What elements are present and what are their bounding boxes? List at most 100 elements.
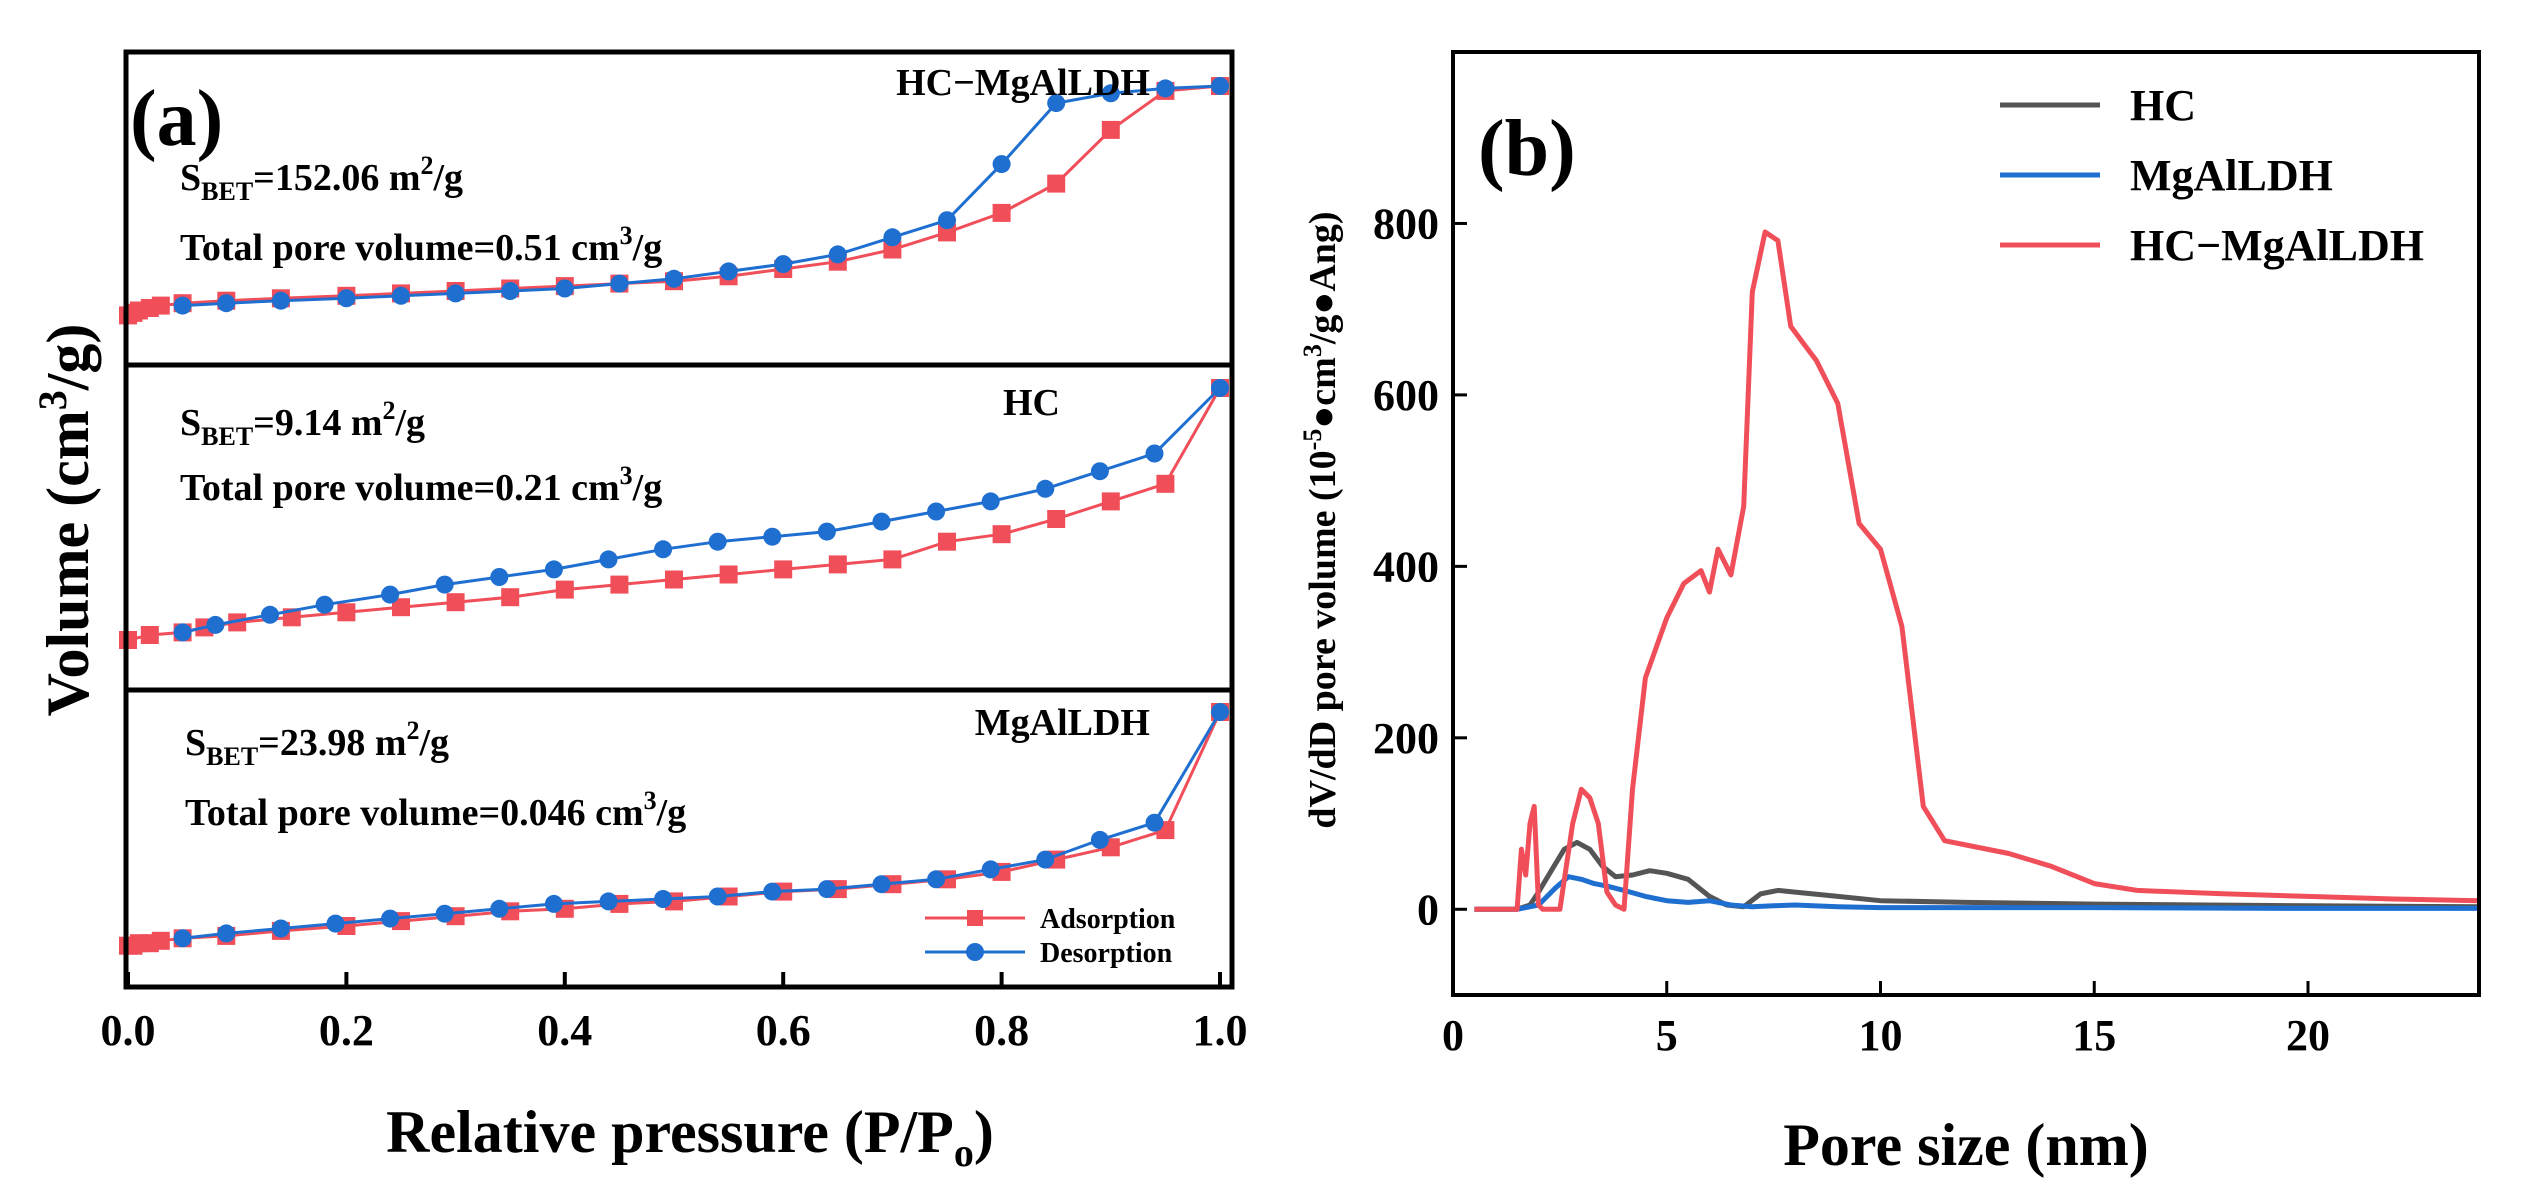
hc-mgalldh-adsorption-point: [992, 203, 1011, 222]
mgalldh-desorption-point: [1145, 813, 1164, 832]
legend-adsorption-label: Adsorption: [1040, 904, 1176, 935]
hc-desorption-point: [490, 568, 509, 586]
hc-desorption-point: [708, 532, 727, 551]
hc-desorption-point: [872, 512, 891, 531]
hc-adsorption-point: [140, 626, 159, 644]
pore-annotation-hc: Total pore volume=0.21 cm3/g: [180, 461, 662, 509]
hc-desorption-point: [381, 585, 400, 604]
panel-a-x-tick-label: 1.0: [1193, 1006, 1248, 1055]
hc-mgalldh-adsorption-point: [1047, 174, 1066, 193]
hc-adsorption-point: [883, 550, 902, 569]
panel-b-plots: [1474, 229, 2480, 912]
mgalldh-desorption-point: [271, 919, 290, 938]
panel-b-y-axis-label: dV/dD pore volume (10-5●cm3/g●Ang): [1298, 211, 1344, 828]
hc-adsorption-point: [719, 565, 738, 584]
hc-desorption-point: [173, 623, 192, 642]
hc-adsorption-point: [665, 570, 683, 589]
legend-desorption-label: Desorption: [1040, 938, 1173, 969]
hc-adsorption-point: [1101, 492, 1120, 511]
mgalldh-desorption-point: [927, 870, 946, 889]
hc-mgalldh-desorption-point: [1047, 94, 1066, 113]
hc-adsorption-point: [1047, 510, 1066, 528]
sbet-annotation-mgalldh: SBET=23.98 m2/g: [185, 716, 449, 771]
hc-adsorption-point: [610, 575, 629, 594]
panel-a-x-tick-label: 0.0: [101, 1006, 156, 1055]
panel-b-x-tick-label: 10: [1859, 1011, 1903, 1060]
mgalldh-desorption-point: [1211, 703, 1229, 721]
hc-desorption-point: [763, 527, 782, 546]
panel-a-x-tick-label: 0.4: [537, 1006, 592, 1055]
panel-b-y-tick-label: 400: [1373, 542, 1439, 591]
hc-mgalldh-desorption-point: [992, 155, 1011, 174]
hc-mgalldh-adsorption-point: [1101, 120, 1120, 139]
hc-desorption-point: [1145, 444, 1164, 463]
mgalldh-desorption-point: [544, 894, 563, 913]
panel-b-y-ticks: 0 200 400 600 800: [1373, 199, 1467, 934]
hc-mgalldh-desorption-line: [182, 84, 1221, 308]
legend-adsorption-marker: [967, 910, 983, 926]
panel-b-x-tick-label: 5: [1656, 1011, 1678, 1060]
hc-desorption-point: [435, 575, 454, 594]
panel-a-x-tick-label: 0.8: [974, 1006, 1029, 1055]
panel-b-x-tick-label: 0: [1442, 1011, 1464, 1060]
hc-adsorption-point: [228, 613, 247, 632]
hc-desorption-point: [927, 502, 946, 521]
mgalldh-desorption-point: [817, 880, 836, 899]
hc-adsorption-point: [392, 598, 410, 617]
mgalldh-desorption-point: [217, 924, 236, 943]
hc-desorption-point: [315, 595, 334, 614]
panel-b-label: (b): [1478, 105, 1576, 193]
hc-adsorption-point: [501, 588, 520, 607]
hc-mgalldh-desorption-point: [217, 294, 236, 313]
hc-psd-line: [1474, 839, 2480, 912]
pore-annotation-hc-mgalldh: Total pore volume=0.51 cm3/g: [180, 221, 662, 269]
panel-b-y-tick-label: 200: [1373, 714, 1439, 763]
hc-adsorption-point: [828, 555, 847, 574]
mgalldh-desorption-point: [763, 882, 782, 901]
mgalldh-desorption-point: [490, 899, 509, 918]
hc-mgalldh-adsorption-point: [151, 296, 170, 315]
hc-desorption-line: [182, 386, 1222, 634]
panel-b-x-axis-label: Pore size (nm): [1783, 1112, 2148, 1178]
panel-a-plots: [119, 77, 1229, 955]
hc-adsorption-point: [938, 532, 956, 551]
panel-a-frame: [123, 49, 1235, 990]
hc-desorption-point: [1036, 479, 1055, 498]
hc-mgalldh-desorption-point: [271, 291, 290, 310]
hc-mgalldh-desorption-point: [501, 282, 520, 300]
hc-desorption-point: [817, 522, 836, 541]
mgalldh-desorption-point: [381, 909, 400, 928]
mgalldh-adsorption-point: [151, 931, 170, 950]
hc-mgalldh-desorption-point: [828, 245, 847, 264]
panel-a-legend: Adsorption Desorption: [925, 904, 1176, 969]
panel-b-x-tick-label: 20: [2286, 1011, 2330, 1060]
panel-b-x-ticks: 0 5 10 15 20: [1442, 981, 2330, 1060]
hc-mgalldh-psd-line: [1474, 229, 2480, 912]
hc-desorption-point: [261, 605, 279, 624]
mgalldh-desorption-point: [981, 860, 1000, 879]
sample-label-hc-mgalldh: HC−MgAlLDH: [896, 62, 1150, 104]
hc-mgalldh-desorption-point: [1211, 77, 1229, 95]
hc-adsorption-point: [555, 580, 574, 599]
hc-desorption-point: [599, 550, 618, 569]
mgalldh-desorption-point: [654, 890, 673, 908]
panel-a-x-tick-label: 0.2: [319, 1006, 374, 1055]
hc-mgalldh-desorption-point: [610, 274, 629, 293]
hc-mgalldh-desorption-point: [173, 296, 192, 315]
mgalldh-desorption-point: [173, 929, 192, 948]
hc-desorption-point: [206, 615, 225, 634]
hc-desorption-point: [1211, 379, 1229, 397]
hc-adsorption-point: [774, 560, 793, 579]
legend-hc-mgalldh-label: HC−MgAlLDH: [2130, 221, 2424, 270]
panel-b-x-tick-label: 15: [2072, 1011, 2116, 1060]
hc-mgalldh-desorption-point: [446, 284, 465, 303]
hc-mgalldh-desorption-point: [883, 228, 902, 247]
hc-adsorption-point: [992, 525, 1011, 544]
hc-mgalldh-desorption-point: [392, 286, 410, 305]
hc-mgalldh-desorption-point: [774, 255, 793, 274]
pore-annotation-mgalldh: Total pore volume=0.046 cm3/g: [185, 786, 686, 834]
panel-b-y-tick-label: 0: [1417, 885, 1439, 934]
panel-b-y-tick-label: 800: [1373, 199, 1439, 248]
sample-label-mgalldh: MgAlLDH: [975, 702, 1150, 744]
